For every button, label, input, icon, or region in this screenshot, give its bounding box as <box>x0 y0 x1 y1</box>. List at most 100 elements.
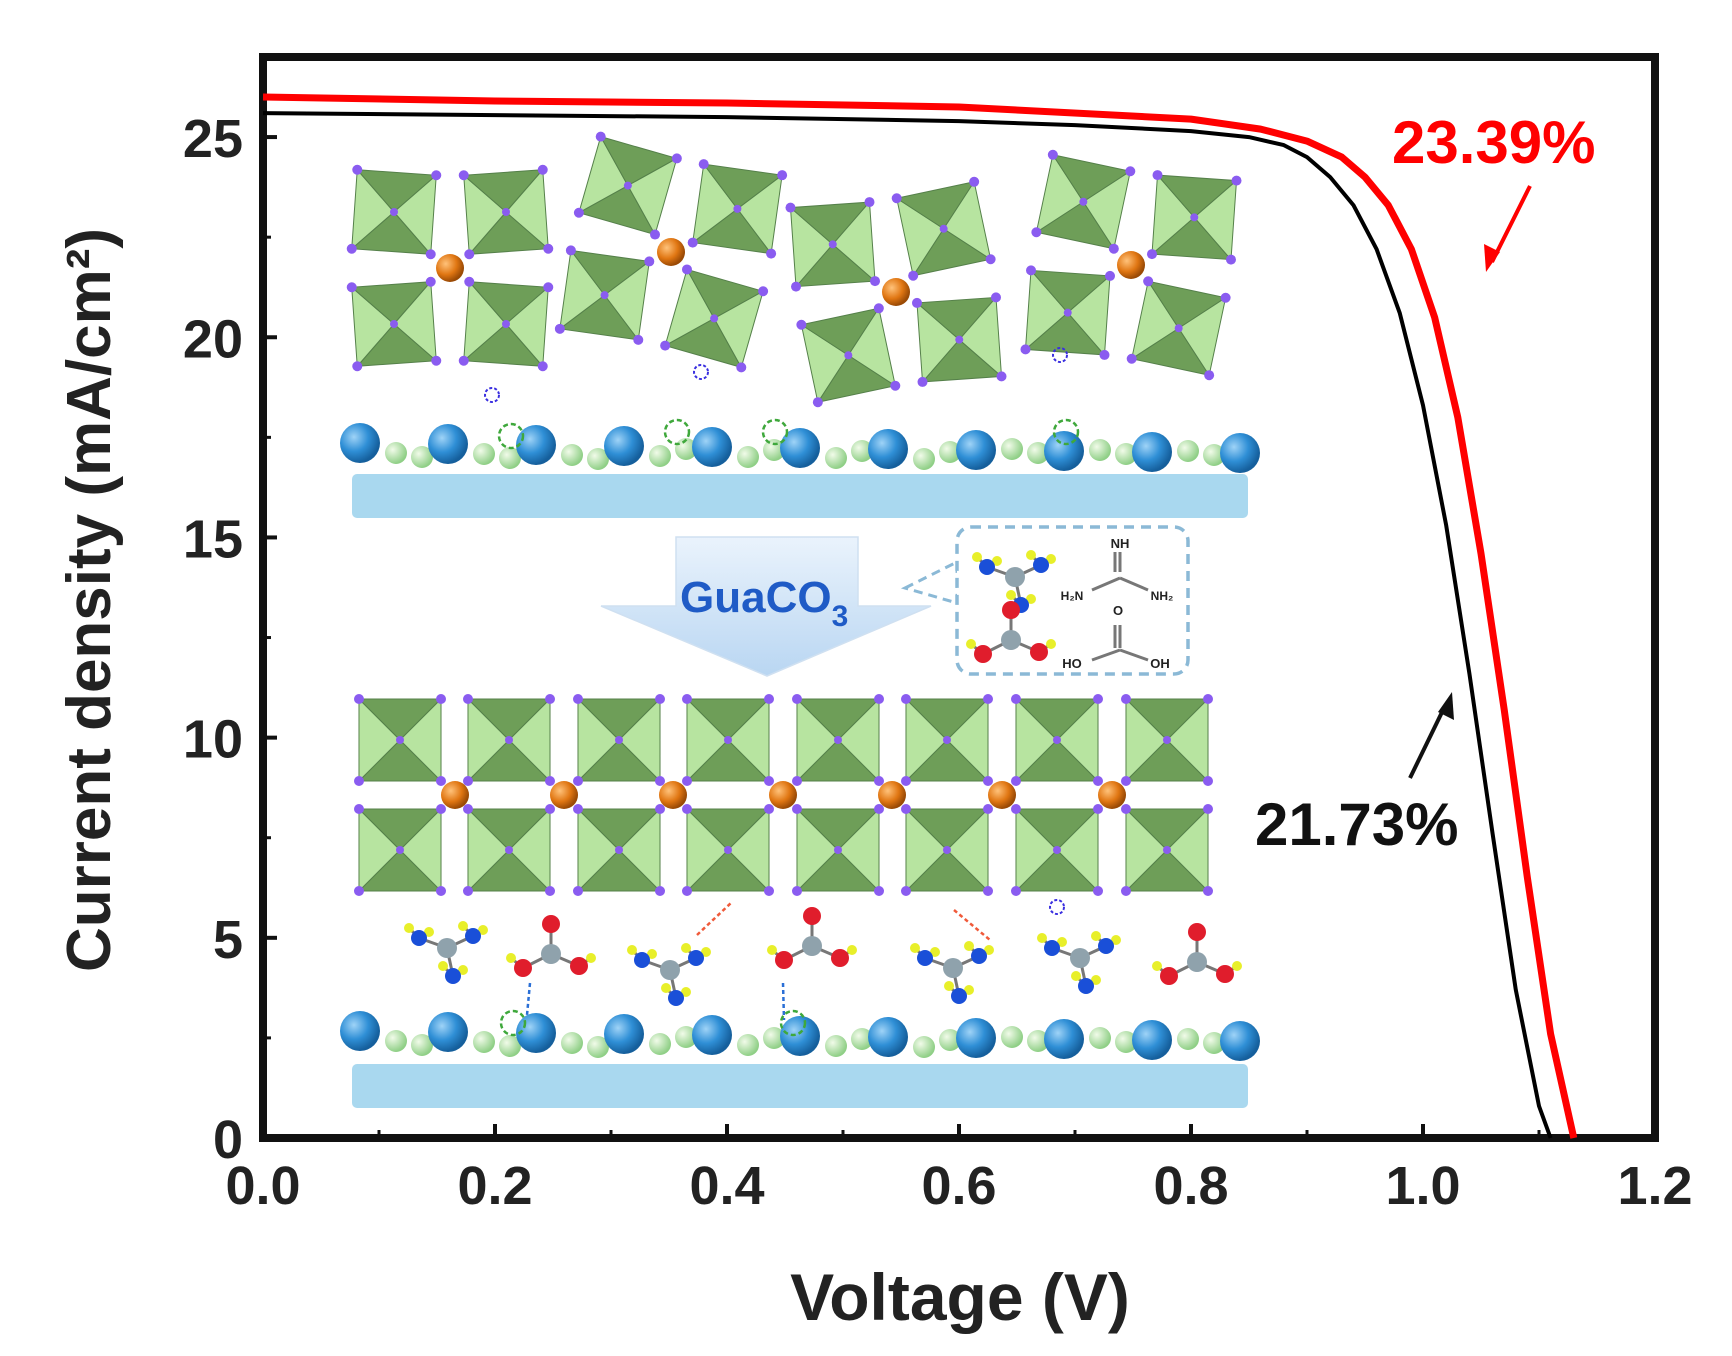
small-sphere <box>913 1036 935 1058</box>
corner-atom <box>431 170 442 181</box>
big-sphere <box>1132 1020 1172 1060</box>
corner-atom <box>681 886 692 897</box>
small-sphere <box>675 1026 697 1048</box>
big-sphere <box>1132 432 1172 472</box>
jv-curves <box>262 93 1578 1139</box>
small-sphere <box>851 1028 873 1050</box>
octahedron <box>911 292 1007 387</box>
structure-label: HO <box>1062 656 1082 671</box>
atom <box>424 927 434 937</box>
corner-atom <box>1126 353 1137 364</box>
atom <box>445 968 461 984</box>
series-line-red <box>262 93 1578 1139</box>
corner-atom <box>660 340 671 351</box>
corner-atom <box>1026 265 1037 276</box>
defect-marker <box>779 1009 807 1037</box>
hydrogen-bond <box>781 982 786 1021</box>
structure-label: OH <box>1150 656 1170 671</box>
cation-atom <box>436 254 464 282</box>
corner-atom <box>1099 349 1110 360</box>
big-sphere <box>340 1011 380 1051</box>
corner-atom <box>436 886 447 897</box>
small-sphere <box>763 439 785 461</box>
corner-atom <box>572 886 583 897</box>
cation-atom <box>1098 781 1126 809</box>
vacancy-marker <box>1052 347 1068 363</box>
structure-label: NH <box>1111 536 1130 551</box>
defect-marker <box>663 418 691 446</box>
center-atom <box>939 224 948 233</box>
y-tick-label: 10 <box>183 710 243 770</box>
corner-atom <box>545 776 556 787</box>
center-atom <box>623 181 632 190</box>
octahedron <box>1010 693 1104 787</box>
annotation-red-arrow <box>1484 185 1532 272</box>
vacancy-marker <box>1049 899 1065 915</box>
small-sphere <box>1089 1027 1111 1049</box>
annotation-red-efficiency: 23.39% <box>1392 109 1596 176</box>
center-atom <box>615 846 623 854</box>
octahedron <box>353 803 447 897</box>
center-atom <box>1063 308 1072 317</box>
small-sphere <box>1177 440 1199 462</box>
corner-atom <box>458 355 469 366</box>
octahedron <box>462 693 556 787</box>
corner-atom <box>996 371 1007 382</box>
atom <box>803 907 821 925</box>
corner-atom <box>681 693 692 704</box>
x-tick-label: 0.8 <box>1153 1156 1228 1216</box>
corner-atom <box>545 886 556 897</box>
small-sphere <box>1203 1032 1225 1054</box>
corner-atom <box>1020 344 1031 355</box>
corner-atom <box>687 237 698 248</box>
corner-atom <box>874 886 885 897</box>
corner-atom <box>908 270 919 281</box>
atom <box>964 985 974 995</box>
corner-atom <box>812 397 823 408</box>
corner-atom <box>1120 693 1131 704</box>
atom <box>1111 935 1121 945</box>
bond <box>1091 576 1121 592</box>
corner-atom <box>1220 292 1231 303</box>
octahedron <box>891 176 996 281</box>
octahedron <box>353 693 447 787</box>
inset-illustration: GuaCO3 NH H₂N NH₂ O HO OH <box>340 131 1260 1108</box>
atom <box>831 949 849 967</box>
atom <box>1187 952 1207 972</box>
octahedron <box>1146 170 1242 265</box>
center-atom <box>600 291 609 300</box>
big-sphere <box>604 1014 644 1054</box>
corner-atom <box>1225 254 1236 265</box>
octahedron <box>1120 693 1214 787</box>
series-line-black <box>262 111 1553 1139</box>
big-sphere <box>1220 433 1260 473</box>
small-sphere <box>939 1029 961 1051</box>
corner-atom <box>572 803 583 814</box>
corner-atom <box>900 886 911 897</box>
corner-atom <box>874 693 885 704</box>
cation-atom <box>882 278 910 306</box>
corner-atom <box>681 264 692 275</box>
atom <box>1044 940 1060 956</box>
corner-atom <box>595 131 606 142</box>
corner-atom <box>537 361 548 372</box>
atom <box>951 988 967 1004</box>
corner-atom <box>353 693 364 704</box>
octahedron <box>1031 149 1136 254</box>
atom <box>1071 971 1081 981</box>
big-sphere <box>956 1018 996 1058</box>
atom <box>1037 933 1047 943</box>
corner-atom <box>791 776 802 787</box>
x-tick-label: 0.2 <box>457 1156 532 1216</box>
octahedron <box>1010 803 1104 897</box>
atom <box>1005 567 1025 587</box>
small-sphere <box>913 448 935 470</box>
x-tick-label: 1.0 <box>1385 1156 1460 1216</box>
corner-atom <box>1093 693 1104 704</box>
corner-atom <box>353 803 364 814</box>
atom <box>979 559 995 575</box>
center-atom <box>615 736 623 744</box>
corner-atom <box>353 776 364 787</box>
